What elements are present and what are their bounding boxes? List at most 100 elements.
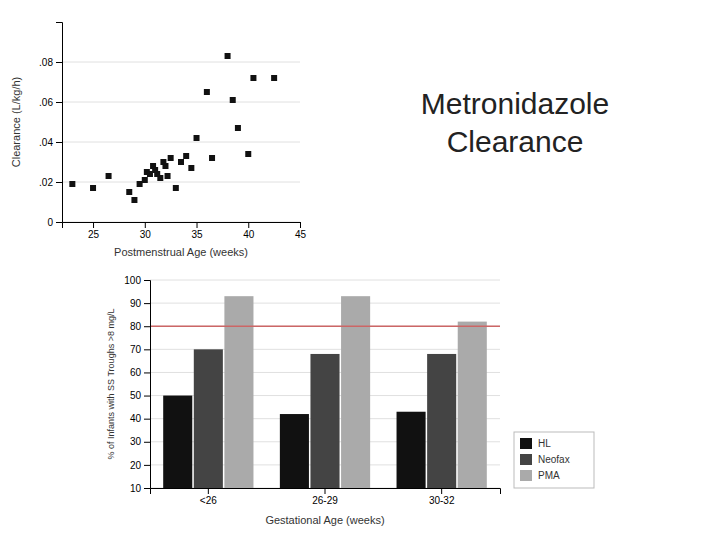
tick: 10 <box>130 483 150 494</box>
tick-label: 40 <box>243 229 255 240</box>
legend-swatch <box>520 454 532 465</box>
tick-mark <box>144 303 150 304</box>
tick-label: 26-29 <box>312 495 338 506</box>
bar <box>310 354 339 488</box>
tick-label: 35 <box>191 229 203 240</box>
tick: .02 <box>39 177 62 188</box>
legend-item: PMA <box>520 470 560 481</box>
legend-label: HL <box>538 438 551 449</box>
tick-mark <box>56 142 62 143</box>
axis-line <box>144 281 151 489</box>
tick: 90 <box>130 298 150 309</box>
tick-mark <box>56 182 62 183</box>
points <box>69 53 277 203</box>
tick: 80 <box>130 321 150 332</box>
tick-mark <box>144 488 150 489</box>
point <box>126 189 132 195</box>
chart-title: Metronidazole Clearance <box>421 87 609 158</box>
tick: 0 <box>47 217 62 228</box>
tick: 20 <box>130 460 150 471</box>
tick: .06 <box>39 97 62 108</box>
legend: HL Neofax PMA <box>514 432 594 488</box>
legend-swatch <box>520 470 532 481</box>
legend-label: PMA <box>538 470 560 481</box>
tick-label: 10 <box>130 483 142 494</box>
axis-line <box>63 223 301 229</box>
point <box>162 163 168 169</box>
tick-mark <box>144 465 150 466</box>
tick-mark <box>144 326 150 327</box>
grid-line <box>62 62 300 63</box>
tick-label: 30-32 <box>429 495 455 506</box>
chart-title-line: Metronidazole <box>421 87 609 120</box>
grid-line <box>62 102 300 103</box>
tick-mark <box>144 442 150 443</box>
tick-mark <box>56 62 62 63</box>
point <box>142 177 148 183</box>
point <box>235 125 241 131</box>
axis: 102030405060708090100 <box>124 275 150 494</box>
point <box>168 155 174 161</box>
y-axis-title: % of Infants with SS Troughs >8 mg/L <box>106 309 116 460</box>
bars <box>150 296 500 488</box>
grid-line <box>62 142 300 143</box>
chart-title-line: Clearance <box>447 125 584 158</box>
tick: 70 <box>130 344 150 355</box>
tick-label: 0 <box>47 217 53 228</box>
axis-line <box>151 489 501 495</box>
tick: 100 <box>124 275 150 286</box>
axis: 0 .02 .04 .06 .08 <box>39 23 62 228</box>
tick-mark <box>145 222 146 228</box>
tick-label: 90 <box>130 298 142 309</box>
point <box>209 155 215 161</box>
tick-mark <box>197 222 198 228</box>
bar <box>280 414 309 488</box>
bar <box>397 412 426 488</box>
tick: 30-32 <box>429 488 455 506</box>
point <box>69 181 75 187</box>
legend-item: Neofax <box>520 454 570 465</box>
tick-label: <26 <box>200 495 217 506</box>
tick: .08 <box>39 57 62 68</box>
bar <box>194 349 223 488</box>
grid-line <box>150 326 500 327</box>
tick: 30 <box>140 222 152 240</box>
tick-label: 40 <box>130 413 142 424</box>
point <box>204 89 210 95</box>
tick-label: 80 <box>130 321 142 332</box>
tick-label: .04 <box>39 137 53 148</box>
tick-label: 30 <box>140 229 152 240</box>
legend-swatch <box>520 438 532 449</box>
tick-label: 70 <box>130 344 142 355</box>
point <box>225 53 231 59</box>
point <box>194 135 200 141</box>
tick-label: 30 <box>130 436 142 447</box>
bar <box>427 354 456 488</box>
grid-line <box>150 303 500 304</box>
tick: 60 <box>130 367 150 378</box>
point <box>90 185 96 191</box>
grid-line <box>150 280 500 281</box>
point <box>230 97 236 103</box>
tick-mark <box>144 349 150 350</box>
tick-mark <box>144 396 150 397</box>
bar <box>163 396 192 488</box>
tick-label: .02 <box>39 177 53 188</box>
point <box>106 173 112 179</box>
tick-label: 25 <box>88 229 100 240</box>
point <box>131 197 137 203</box>
tick: <26 <box>200 488 217 506</box>
tick-label: 100 <box>124 275 141 286</box>
point <box>250 75 256 81</box>
tick-label: 20 <box>130 460 142 471</box>
tick-mark <box>441 488 442 494</box>
tick: 35 <box>191 222 203 240</box>
tick-label: 45 <box>295 229 307 240</box>
tick: .04 <box>39 137 62 148</box>
tick: 26-29 <box>312 488 338 506</box>
legend-label: Neofax <box>538 454 570 465</box>
reference-line <box>150 325 500 327</box>
tick: 30 <box>130 436 150 447</box>
tick-mark <box>144 280 150 281</box>
tick-label: .08 <box>39 57 53 68</box>
